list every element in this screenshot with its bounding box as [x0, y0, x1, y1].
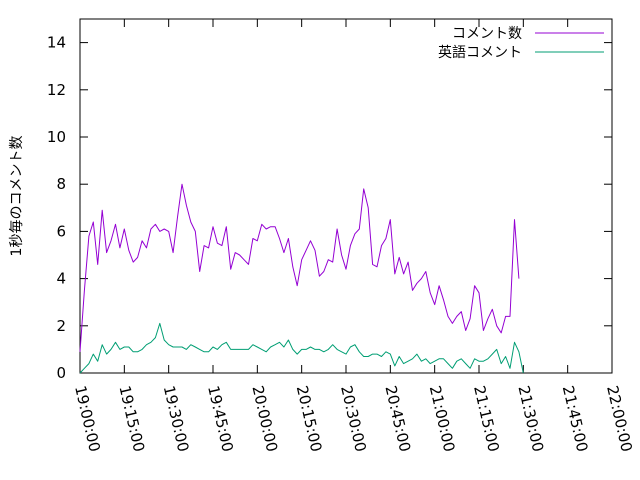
x-tick-label: 19:45:00	[204, 384, 237, 454]
y-tick-label: 6	[56, 222, 66, 240]
y-tick-label: 14	[47, 34, 66, 52]
y-tick-label: 12	[47, 81, 66, 99]
y-tick-label: 2	[56, 317, 66, 335]
series-line-1	[79, 322, 524, 374]
y-axis-title: 1秒毎のコメント数	[9, 136, 25, 257]
x-tick-label: 20:45:00	[381, 384, 414, 454]
y-tick-label: 8	[56, 175, 66, 193]
x-tick-label: 22:00:00	[603, 384, 636, 454]
y-axis: 0 2 4 6 8 10 12 14	[47, 34, 612, 382]
x-tick-label: 21:45:00	[559, 384, 592, 454]
legend-label: コメント数	[452, 26, 522, 42]
x-tick-label: 21:30:00	[514, 384, 547, 454]
y-tick-label: 0	[56, 364, 66, 382]
series-lines	[79, 183, 524, 374]
y-tick-label: 4	[56, 270, 66, 288]
x-tick-label: 20:00:00	[248, 384, 281, 454]
x-tick-label: 21:15:00	[470, 384, 503, 454]
plot-border	[79, 18, 613, 374]
series-line-0	[79, 183, 520, 352]
x-tick-label: 21:00:00	[426, 384, 459, 454]
y-tick-label: 10	[47, 128, 66, 146]
x-tick-label: 19:00:00	[71, 384, 104, 454]
x-tick-label: 20:30:00	[337, 384, 370, 454]
x-tick-label: 19:15:00	[115, 384, 148, 454]
x-tick-label: 20:15:00	[293, 384, 326, 454]
legend-label: 英語コメント	[438, 44, 522, 61]
x-tick-label: 19:30:00	[160, 384, 193, 454]
